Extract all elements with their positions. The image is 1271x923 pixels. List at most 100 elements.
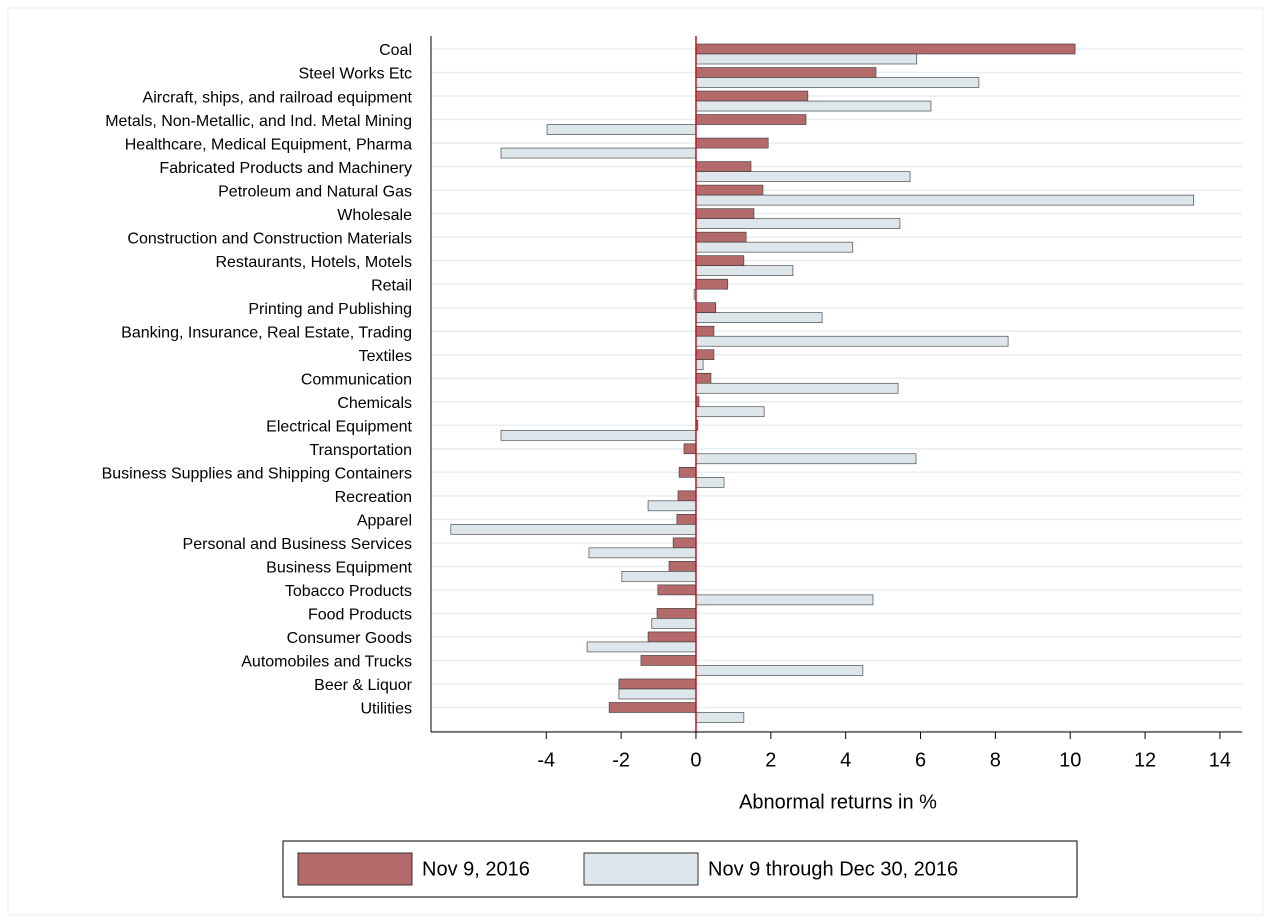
y-tick-label: Recreation	[335, 489, 412, 506]
y-tick-label: Business Equipment	[266, 560, 412, 577]
bar	[695, 349, 715, 361]
y-tick-label: Steel Works Etc	[298, 66, 412, 83]
bar	[695, 665, 864, 676]
x-tick-label: 10	[1059, 749, 1081, 771]
y-tick-label: Communication	[301, 371, 412, 388]
y-tick-label: Electrical Equipment	[266, 418, 412, 435]
y-tick-label: Restaurants, Hotels, Motels	[215, 254, 412, 271]
bar	[676, 514, 697, 525]
bar	[695, 241, 854, 253]
bar	[586, 641, 697, 653]
bar	[695, 194, 1195, 206]
bar	[695, 77, 980, 88]
x-tick-label: 0	[690, 749, 701, 771]
legend-label: Nov 9 through Dec 30, 2016	[708, 858, 958, 880]
y-tick-label: Printing and Publishing	[248, 301, 412, 318]
y-tick-label: Petroleum and Natural Gas	[218, 183, 412, 200]
y-tick-label: Transportation	[309, 442, 412, 459]
y-tick-label: Retail	[371, 277, 412, 294]
bar	[618, 678, 697, 690]
bar	[695, 43, 1076, 55]
bar	[657, 584, 697, 596]
y-tick-label: Apparel	[357, 513, 412, 530]
bar	[695, 208, 755, 219]
x-tick-label: 2	[765, 749, 776, 771]
bar	[695, 278, 729, 290]
bar	[695, 255, 745, 266]
bar	[672, 537, 697, 549]
y-tick-label: Business Supplies and Shipping Container…	[102, 466, 412, 483]
bar	[678, 467, 697, 478]
bar	[695, 372, 712, 384]
y-tick-label: Textiles	[359, 348, 412, 365]
legend-swatch	[583, 852, 699, 886]
bar	[695, 67, 877, 78]
bar	[695, 161, 752, 172]
bar	[500, 147, 697, 159]
bar	[656, 608, 697, 619]
bar	[588, 547, 697, 559]
y-tick-label: Aircraft, ships, and railroad equipment	[143, 89, 413, 106]
bar	[695, 335, 1009, 347]
bar	[618, 688, 697, 700]
bar	[683, 443, 697, 455]
bar	[695, 382, 899, 394]
legend-swatch	[297, 852, 413, 886]
bar	[546, 124, 697, 135]
bar	[608, 702, 697, 713]
x-tick-label: 12	[1134, 749, 1156, 771]
y-tick-label: Utilities	[360, 701, 412, 718]
bar	[695, 359, 704, 371]
bar	[647, 631, 697, 643]
bar	[695, 453, 917, 465]
bar	[695, 171, 911, 182]
x-tick-label: -2	[612, 749, 630, 771]
y-tick-label: Chemicals	[337, 395, 412, 412]
chart-frame	[7, 7, 1264, 916]
y-tick-label: Beer & Liquor	[314, 677, 413, 694]
y-tick-label: Fabricated Products and Machinery	[159, 160, 412, 177]
y-tick-label: Coal	[379, 42, 412, 59]
bar	[695, 325, 715, 337]
x-tick-label: 8	[990, 749, 1001, 771]
y-tick-label: Banking, Insurance, Real Estate, Trading	[121, 324, 412, 341]
bar	[695, 302, 717, 313]
bar	[695, 312, 823, 323]
x-tick-label: 14	[1209, 749, 1231, 771]
bar	[695, 477, 725, 488]
bar	[450, 524, 697, 535]
y-tick-label: Wholesale	[337, 207, 412, 224]
bar	[695, 594, 874, 606]
bar	[640, 655, 697, 666]
bar	[668, 561, 697, 572]
x-axis-label: Abnormal returns in %	[739, 791, 937, 813]
bar	[695, 100, 932, 112]
y-tick-label: Metals, Non-Metallic, and Ind. Metal Min…	[105, 113, 412, 130]
x-tick-label: 4	[840, 749, 851, 771]
y-tick-label: Consumer Goods	[287, 630, 412, 647]
bar	[695, 53, 918, 65]
bar	[695, 231, 747, 243]
bar	[647, 500, 697, 512]
x-tick-label: -4	[537, 749, 555, 771]
bar	[677, 490, 697, 502]
y-tick-label: Automobiles and Trucks	[241, 654, 412, 671]
y-tick-label: Tobacco Products	[285, 583, 412, 600]
bar	[695, 406, 765, 418]
bar	[695, 137, 769, 149]
bar	[695, 114, 807, 125]
bar	[695, 90, 809, 102]
bar	[500, 429, 697, 441]
bar	[695, 218, 901, 229]
y-tick-label: Healthcare, Medical Equipment, Pharma	[125, 136, 412, 153]
x-tick-label: 6	[915, 749, 926, 771]
bar	[651, 618, 697, 629]
legend-label: Nov 9, 2016	[422, 858, 530, 880]
y-tick-label: Food Products	[308, 607, 412, 624]
bar	[621, 571, 697, 582]
bar	[695, 712, 745, 723]
bar	[695, 265, 794, 276]
bar	[695, 184, 764, 196]
y-tick-label: Construction and Construction Materials	[127, 230, 412, 247]
